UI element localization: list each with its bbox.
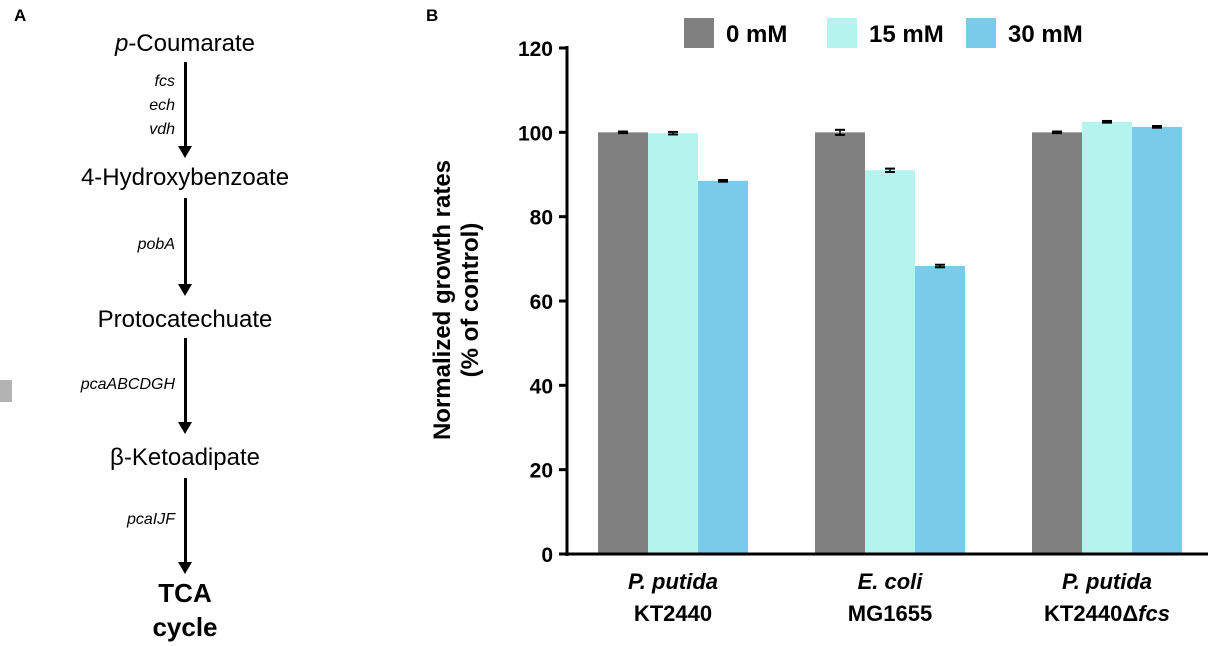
y-tick-label: 20 bbox=[530, 460, 553, 483]
legend-label-1: 15 mM bbox=[869, 21, 944, 48]
gray-edge-mark bbox=[0, 380, 12, 402]
enzyme-poba: pobA bbox=[137, 236, 175, 253]
enzyme-pcaabcdgh: pcaABCDGH bbox=[80, 376, 175, 393]
bar-0-mm-0 bbox=[598, 132, 648, 555]
bar-30-mm-0 bbox=[698, 180, 748, 554]
legend-label-2: 30 mM bbox=[1008, 21, 1083, 48]
y-tick-label: 40 bbox=[530, 375, 553, 398]
category-label-line-1: E. coli bbox=[858, 569, 924, 594]
category-label-main: KT2440Δ bbox=[1044, 601, 1138, 626]
metabolite-name: -Coumarate bbox=[128, 30, 256, 57]
category-label-line-1: P. putida bbox=[628, 569, 718, 594]
catabolic-pathway-diagram: p-Coumarate fcs ech vdh 4-Hydroxybenzoat… bbox=[0, 0, 400, 646]
y-tick-label: 60 bbox=[530, 291, 553, 314]
enzyme-ech: ech bbox=[149, 97, 175, 114]
bar-0-mm-1 bbox=[815, 132, 865, 555]
metabolite-name: β-Ketoadipate bbox=[110, 444, 260, 471]
y-axis-label-line-1: Normalized growth rates bbox=[429, 160, 456, 440]
category-label-main: MG1655 bbox=[848, 601, 932, 626]
metabolite-protocatechuate: Protocatechuate bbox=[0, 306, 370, 334]
metabolite-p-coumarate: p-Coumarate bbox=[0, 30, 370, 58]
category-label-line-2: KT2440Δfcs bbox=[1044, 601, 1170, 626]
metabolite-4-hydroxybenzoate: 4-Hydroxybenzoate bbox=[0, 164, 370, 192]
category-label-main: KT2440 bbox=[634, 601, 712, 626]
pathway-arrow bbox=[178, 198, 192, 296]
category-label-line-1: P. putida bbox=[1062, 569, 1152, 594]
panel-b-label: B bbox=[426, 6, 439, 25]
tca-line-2: cycle bbox=[152, 612, 218, 642]
pathway-arrow bbox=[178, 62, 192, 158]
y-tick-label: 0 bbox=[541, 544, 553, 567]
bar-15-mm-1 bbox=[865, 170, 915, 555]
metabolite-tca-cycle: TCA cycle bbox=[0, 576, 370, 644]
enzyme-pcaijf: pcaIJF bbox=[126, 511, 175, 528]
panel-a-label: A bbox=[14, 6, 27, 25]
tca-line-1: TCA bbox=[158, 578, 212, 608]
y-axis-label-line-2: (% of control) bbox=[457, 223, 484, 378]
bar-15-mm-2 bbox=[1082, 121, 1132, 555]
legend-swatch-2 bbox=[966, 18, 996, 48]
y-tick-label: 100 bbox=[518, 122, 553, 145]
legend-swatch-1 bbox=[827, 18, 857, 48]
y-tick-label: 80 bbox=[530, 207, 553, 230]
enzyme-fcs: fcs bbox=[154, 73, 175, 90]
legend-swatch-0 bbox=[684, 18, 714, 48]
y-tick-label: 120 bbox=[518, 38, 553, 61]
metabolite-beta-ketoadipate: β-Ketoadipate bbox=[0, 444, 370, 472]
enzyme-vdh: vdh bbox=[149, 121, 175, 138]
metabolite-name: Protocatechuate bbox=[97, 306, 273, 333]
metabolite-name: 4-Hydroxybenzoate bbox=[80, 164, 290, 191]
legend-label-0: 0 mM bbox=[726, 21, 787, 48]
category-label-line-2: MG1655 bbox=[848, 601, 932, 626]
pathway-arrow bbox=[178, 478, 192, 574]
growth-rate-bar-chart: 0 20 40 60 80 100 120 Normalized growth rates (%… bbox=[429, 18, 1208, 626]
bar-15-mm-0 bbox=[648, 133, 698, 554]
category-label-line-2: KT2440 bbox=[634, 601, 712, 626]
metabolite-prefix: p bbox=[114, 30, 129, 57]
bar-0-mm-2 bbox=[1032, 132, 1082, 555]
category-label-italic-suffix: fcs bbox=[1138, 601, 1170, 626]
pathway-arrow bbox=[178, 338, 192, 434]
bar-30-mm-2 bbox=[1132, 126, 1182, 554]
bar-30-mm-1 bbox=[915, 266, 965, 554]
